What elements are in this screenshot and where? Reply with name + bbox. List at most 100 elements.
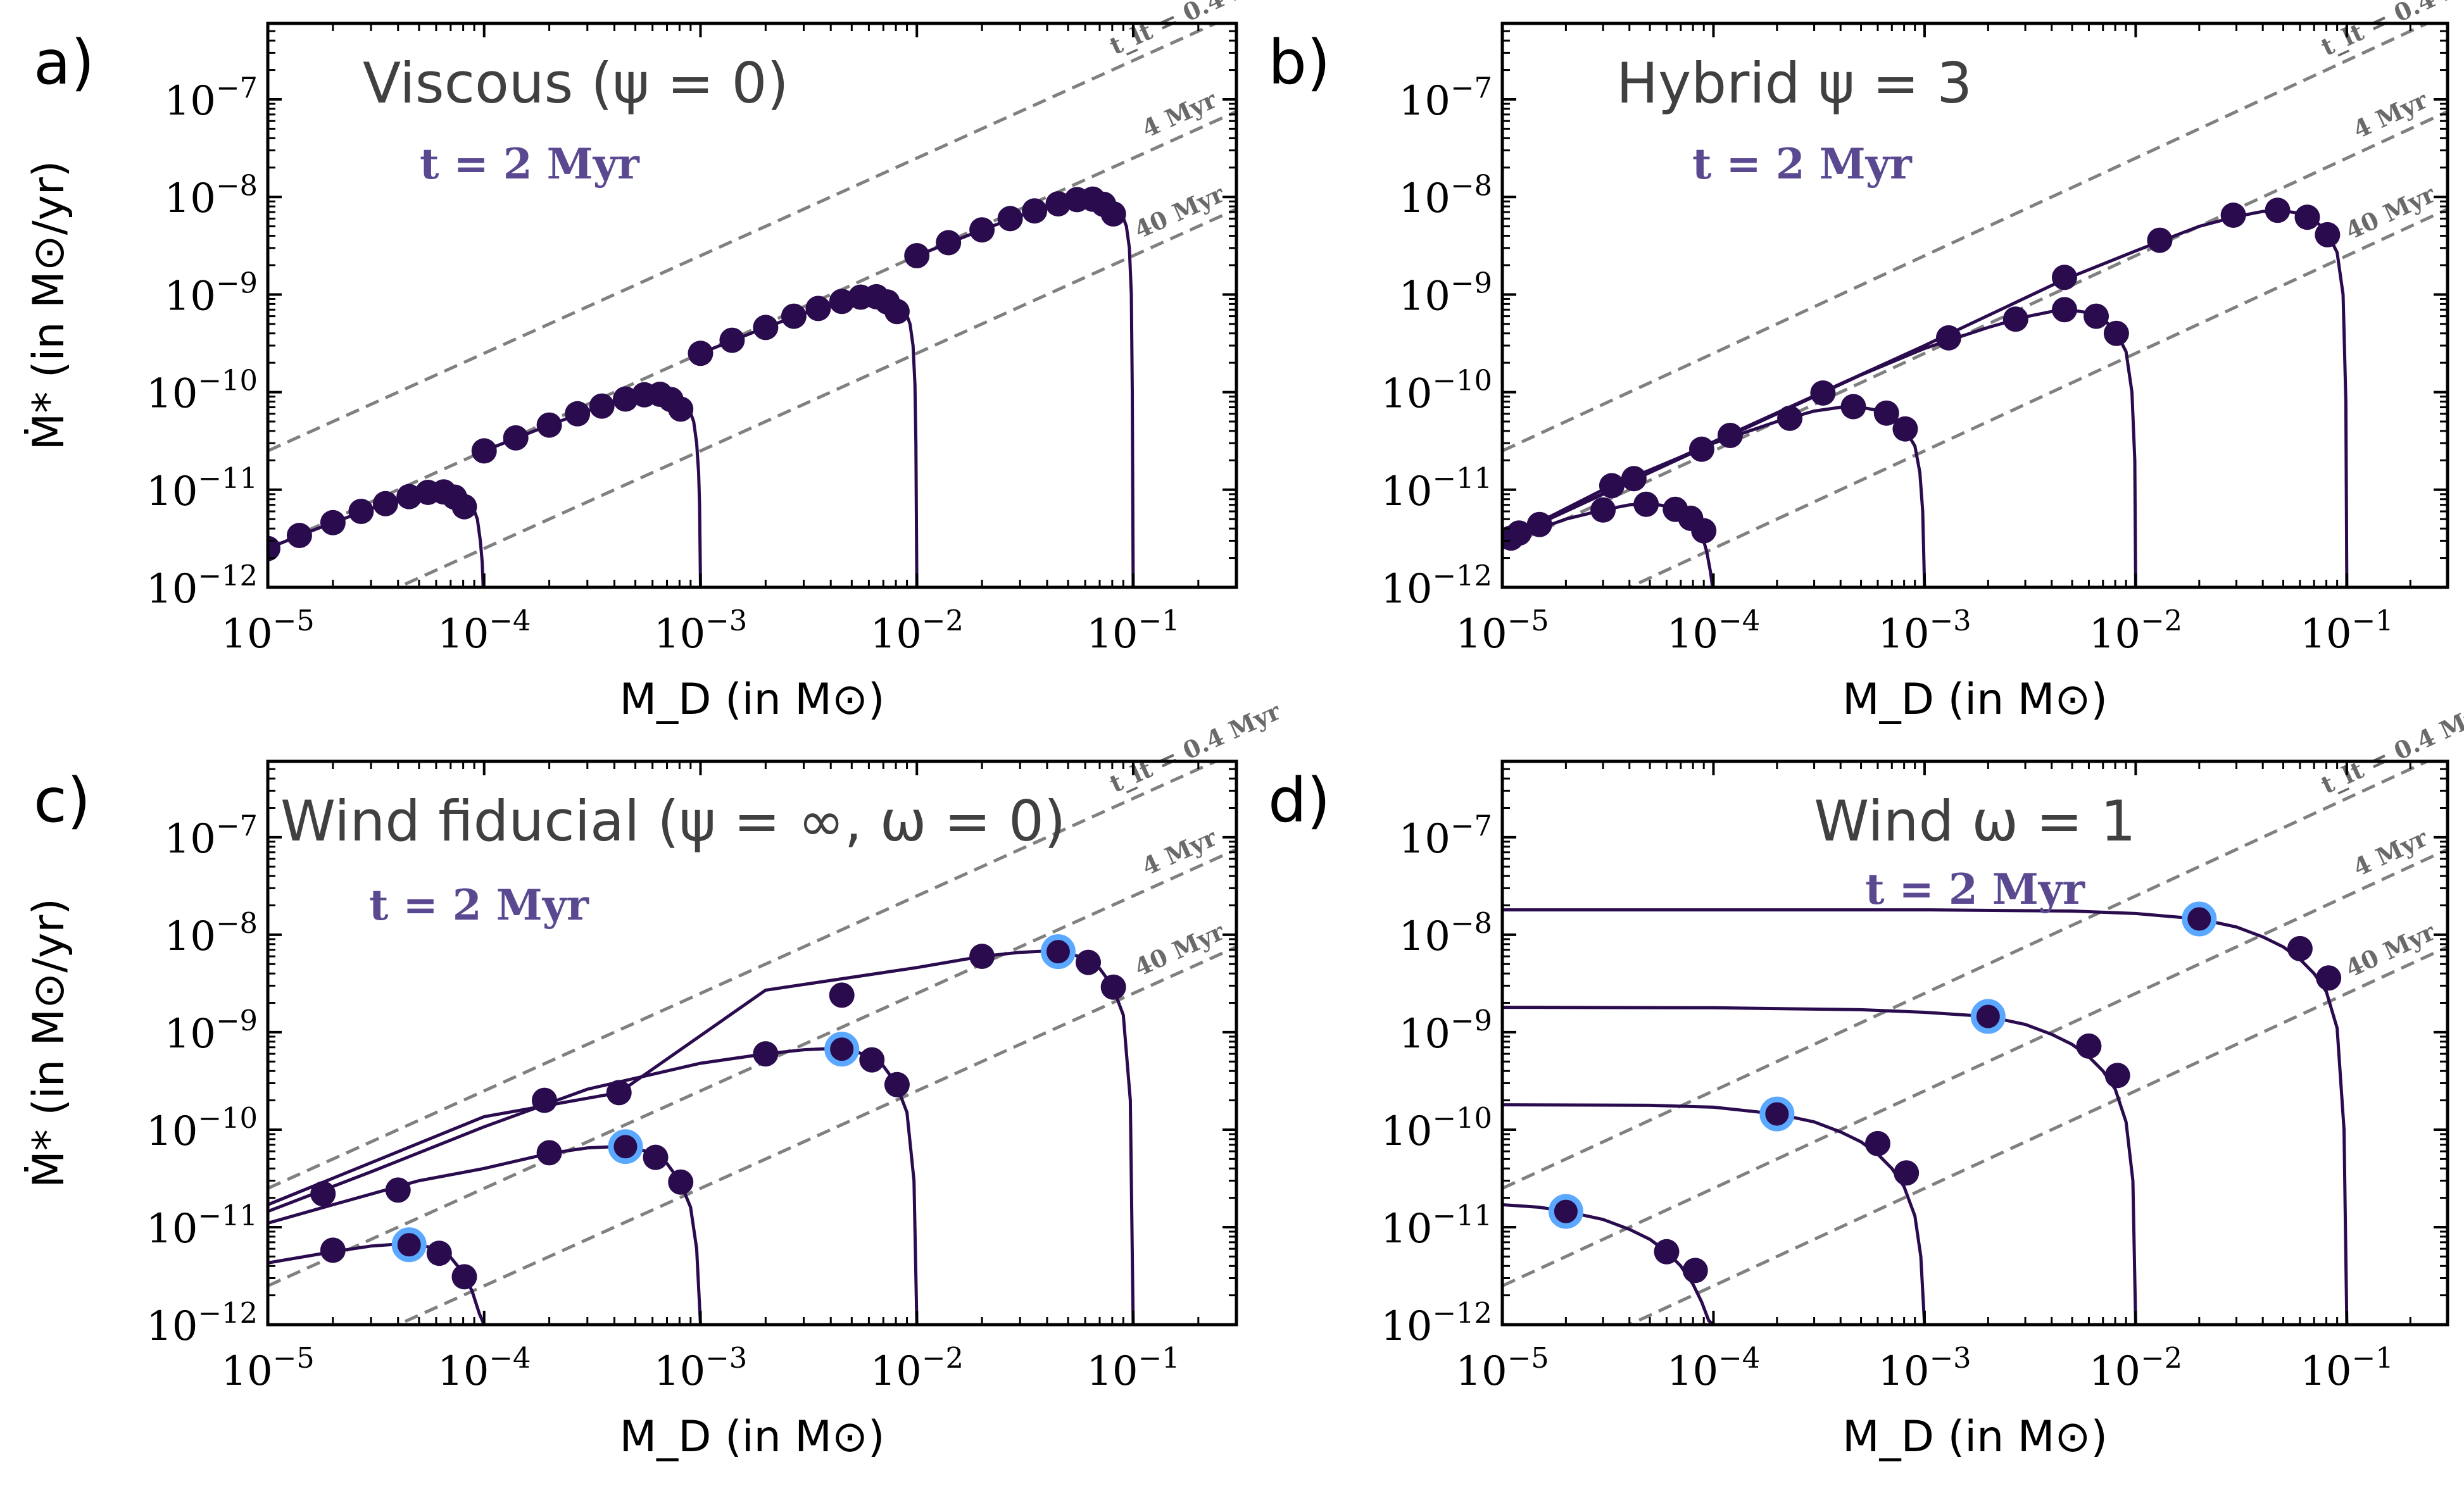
guide-line xyxy=(1625,208,2448,587)
guide-line xyxy=(1502,761,2431,1190)
tick-label: 10−8 xyxy=(165,906,258,960)
series-curve xyxy=(268,1145,702,1325)
guide-line xyxy=(394,208,1236,587)
tick-label: 10−3 xyxy=(654,604,747,658)
y-axis-label: Ṁ* (in M⊙/yr) xyxy=(24,161,74,451)
data-point xyxy=(969,217,995,243)
ticks xyxy=(267,760,1238,1326)
tick-label: 10−8 xyxy=(1399,168,1492,222)
data-point xyxy=(2287,935,2313,961)
highlighted-point xyxy=(1759,1096,1795,1132)
series-curve xyxy=(1502,308,2137,587)
tick-label: 10−2 xyxy=(870,604,963,658)
time-label: t = 2 Myr xyxy=(1865,865,2085,914)
panel-label: b) xyxy=(1268,27,1330,98)
time-label: t = 2 Myr xyxy=(420,139,640,189)
data-point xyxy=(2076,1033,2102,1059)
tick-label: 10−4 xyxy=(1667,1341,1760,1395)
guide-line xyxy=(394,945,1236,1325)
tick-label: 10−2 xyxy=(870,1341,963,1395)
data-point xyxy=(1691,518,1717,544)
series-curve xyxy=(1502,406,1927,587)
series-curve xyxy=(1502,1203,1715,1325)
data-point xyxy=(805,296,831,322)
tick-label: 10−9 xyxy=(1399,1004,1492,1058)
data-point xyxy=(606,1080,632,1106)
panel-label: a) xyxy=(34,27,94,98)
tick-label: 10−12 xyxy=(146,559,258,613)
guide-line xyxy=(1502,847,2448,1287)
data-point xyxy=(904,243,930,269)
data-point xyxy=(1840,394,1866,420)
series-curve xyxy=(916,196,1135,587)
panel-label: c) xyxy=(34,765,91,836)
tick-label: 10−7 xyxy=(165,809,258,863)
data-point xyxy=(753,315,779,340)
data-point xyxy=(310,1181,336,1207)
data-point xyxy=(1599,473,1625,499)
highlighted-point xyxy=(824,1032,860,1067)
data-point xyxy=(2051,265,2077,290)
data-point xyxy=(531,1087,557,1113)
data-point xyxy=(1682,1258,1708,1284)
data-point xyxy=(612,386,638,412)
data-point xyxy=(1621,466,1647,492)
tick-label: 10−2 xyxy=(2089,604,2182,658)
guide-line xyxy=(1502,109,2448,550)
tick-label: 10−9 xyxy=(1399,266,1492,320)
data-point xyxy=(2315,222,2341,247)
plot-area xyxy=(1502,761,2448,1325)
plot-area xyxy=(268,23,1236,587)
panel-title: Wind fiducial (ψ = ∞, ω = 0) xyxy=(280,789,1065,854)
data-point xyxy=(781,303,807,329)
data-point xyxy=(451,1264,477,1290)
tick-label: 10−1 xyxy=(1086,604,1179,658)
data-point xyxy=(451,494,477,520)
data-point xyxy=(969,944,995,970)
data-point xyxy=(536,412,562,438)
data-point xyxy=(320,509,346,535)
guide-line xyxy=(268,761,1219,1190)
tick-label: 10−7 xyxy=(1399,71,1492,125)
tick-label: 10−10 xyxy=(146,364,258,418)
data-point xyxy=(2104,1063,2130,1089)
data-point xyxy=(1526,511,1552,537)
data-point xyxy=(348,499,374,525)
y-axis-label: Ṁ* (in M⊙/yr) xyxy=(24,898,74,1188)
guide-label: 4 Myr xyxy=(1138,85,1221,143)
data-point xyxy=(2051,297,2077,323)
data-point xyxy=(1590,497,1616,523)
data-point xyxy=(859,1047,885,1073)
data-point xyxy=(2103,320,2129,346)
data-point xyxy=(2002,306,2028,332)
data-point xyxy=(1076,949,1102,975)
data-point xyxy=(668,396,694,422)
guide-line xyxy=(268,109,1236,550)
data-point xyxy=(1045,191,1071,217)
tick-label: 10−12 xyxy=(1381,1296,1492,1350)
tick-label: 10−5 xyxy=(221,1341,314,1395)
guide-label: t_lt = 0.4 Myr xyxy=(2316,696,2464,799)
guide-line xyxy=(1502,23,2431,453)
axes-frame xyxy=(1500,759,2449,1327)
data-point xyxy=(385,1177,411,1203)
series-curve xyxy=(1502,908,2349,1325)
data-point xyxy=(396,484,422,509)
data-point xyxy=(2316,965,2342,991)
tick-label: 10−9 xyxy=(165,1004,258,1058)
data-point xyxy=(268,535,280,561)
tick-label: 10−7 xyxy=(165,71,258,125)
data-point xyxy=(884,299,910,325)
tick-label: 10−1 xyxy=(2300,1341,2393,1395)
data-point xyxy=(1894,1160,1920,1186)
data-point xyxy=(1777,405,1803,431)
ticks xyxy=(1501,22,2449,589)
axes-frame xyxy=(266,759,1238,1327)
data-point xyxy=(643,1144,669,1170)
tick-label: 10−8 xyxy=(165,168,258,222)
panel-title: Wind ω = 1 xyxy=(1814,789,2136,854)
data-point xyxy=(426,1240,452,1266)
